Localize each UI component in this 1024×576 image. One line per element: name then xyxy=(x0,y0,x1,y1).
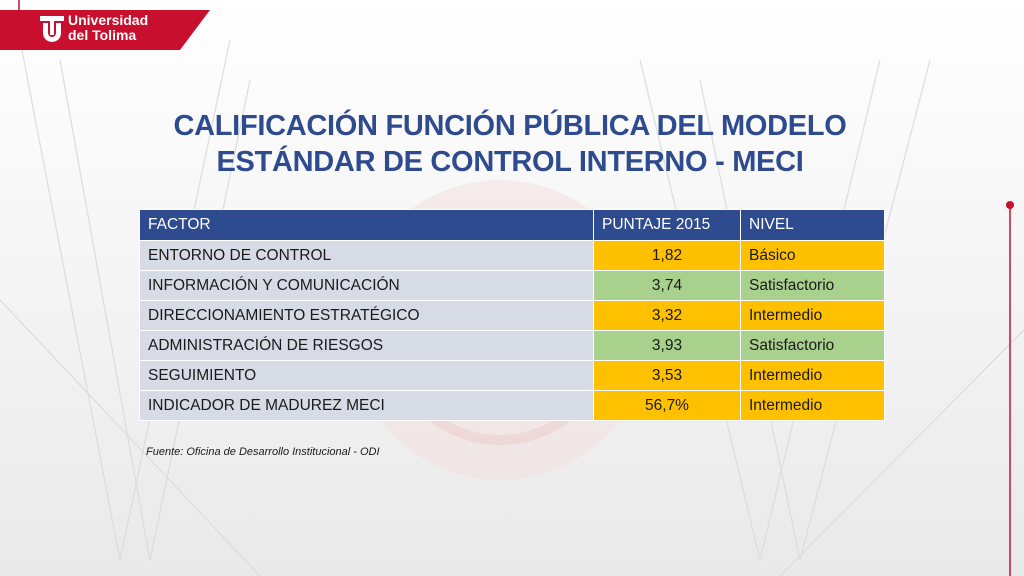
level-cell: Satisfactorio xyxy=(740,270,885,301)
table-header-row: FACTOR PUNTAJE 2015 NIVEL xyxy=(139,209,885,241)
university-name: Universidad del Tolima xyxy=(68,13,148,43)
factor-cell: ENTORNO DE CONTROL xyxy=(139,240,594,271)
score-cell: 3,74 xyxy=(593,270,741,301)
meci-score-table: FACTOR PUNTAJE 2015 NIVEL ENTORNO DE CON… xyxy=(139,209,885,421)
score-cell: 3,32 xyxy=(593,300,741,331)
university-logo-icon xyxy=(40,16,64,42)
factor-cell: SEGUIMIENTO xyxy=(139,360,594,391)
level-cell: Intermedio xyxy=(740,390,885,421)
header-level: NIVEL xyxy=(740,209,885,241)
level-cell: Satisfactorio xyxy=(740,330,885,361)
header-factor: FACTOR xyxy=(139,209,594,241)
level-cell: Intermedio xyxy=(740,360,885,391)
level-cell: Intermedio xyxy=(740,300,885,331)
level-cell: Básico xyxy=(740,240,885,271)
table-row: INDICADOR DE MADUREZ MECI 56,7% Intermed… xyxy=(139,390,885,421)
university-name-line1: Universidad xyxy=(68,12,149,28)
factor-cell: DIRECCIONAMIENTO ESTRATÉGICO xyxy=(139,300,594,331)
page-title: CALIFICACIÓN FUNCIÓN PÚBLICA DEL MODELO … xyxy=(173,110,847,178)
score-cell: 3,53 xyxy=(593,360,741,391)
table-row: DIRECCIONAMIENTO ESTRATÉGICO 3,32 Interm… xyxy=(139,300,885,331)
university-name-line2: del Tolima xyxy=(68,27,137,43)
source-note: Fuente: Oficina de Desarrollo Institucio… xyxy=(146,446,380,458)
factor-cell: ADMINISTRACIÓN DE RIESGOS xyxy=(139,330,594,361)
score-cell: 3,93 xyxy=(593,330,741,361)
table-row: ENTORNO DE CONTROL 1,82 Básico xyxy=(139,240,885,271)
decor-dot-icon xyxy=(1006,201,1014,209)
table-row: INFORMACIÓN Y COMUNICACIÓN 3,74 Satisfac… xyxy=(139,270,885,301)
factor-cell: INDICADOR DE MADUREZ MECI xyxy=(139,390,594,421)
table-row: SEGUIMIENTO 3,53 Intermedio xyxy=(139,360,885,391)
factor-cell: INFORMACIÓN Y COMUNICACIÓN xyxy=(139,270,594,301)
score-cell: 1,82 xyxy=(593,240,741,271)
score-cell: 56,7% xyxy=(593,390,741,421)
table-row: ADMINISTRACIÓN DE RIESGOS 3,93 Satisfact… xyxy=(139,330,885,361)
header-score: PUNTAJE 2015 xyxy=(593,209,741,241)
